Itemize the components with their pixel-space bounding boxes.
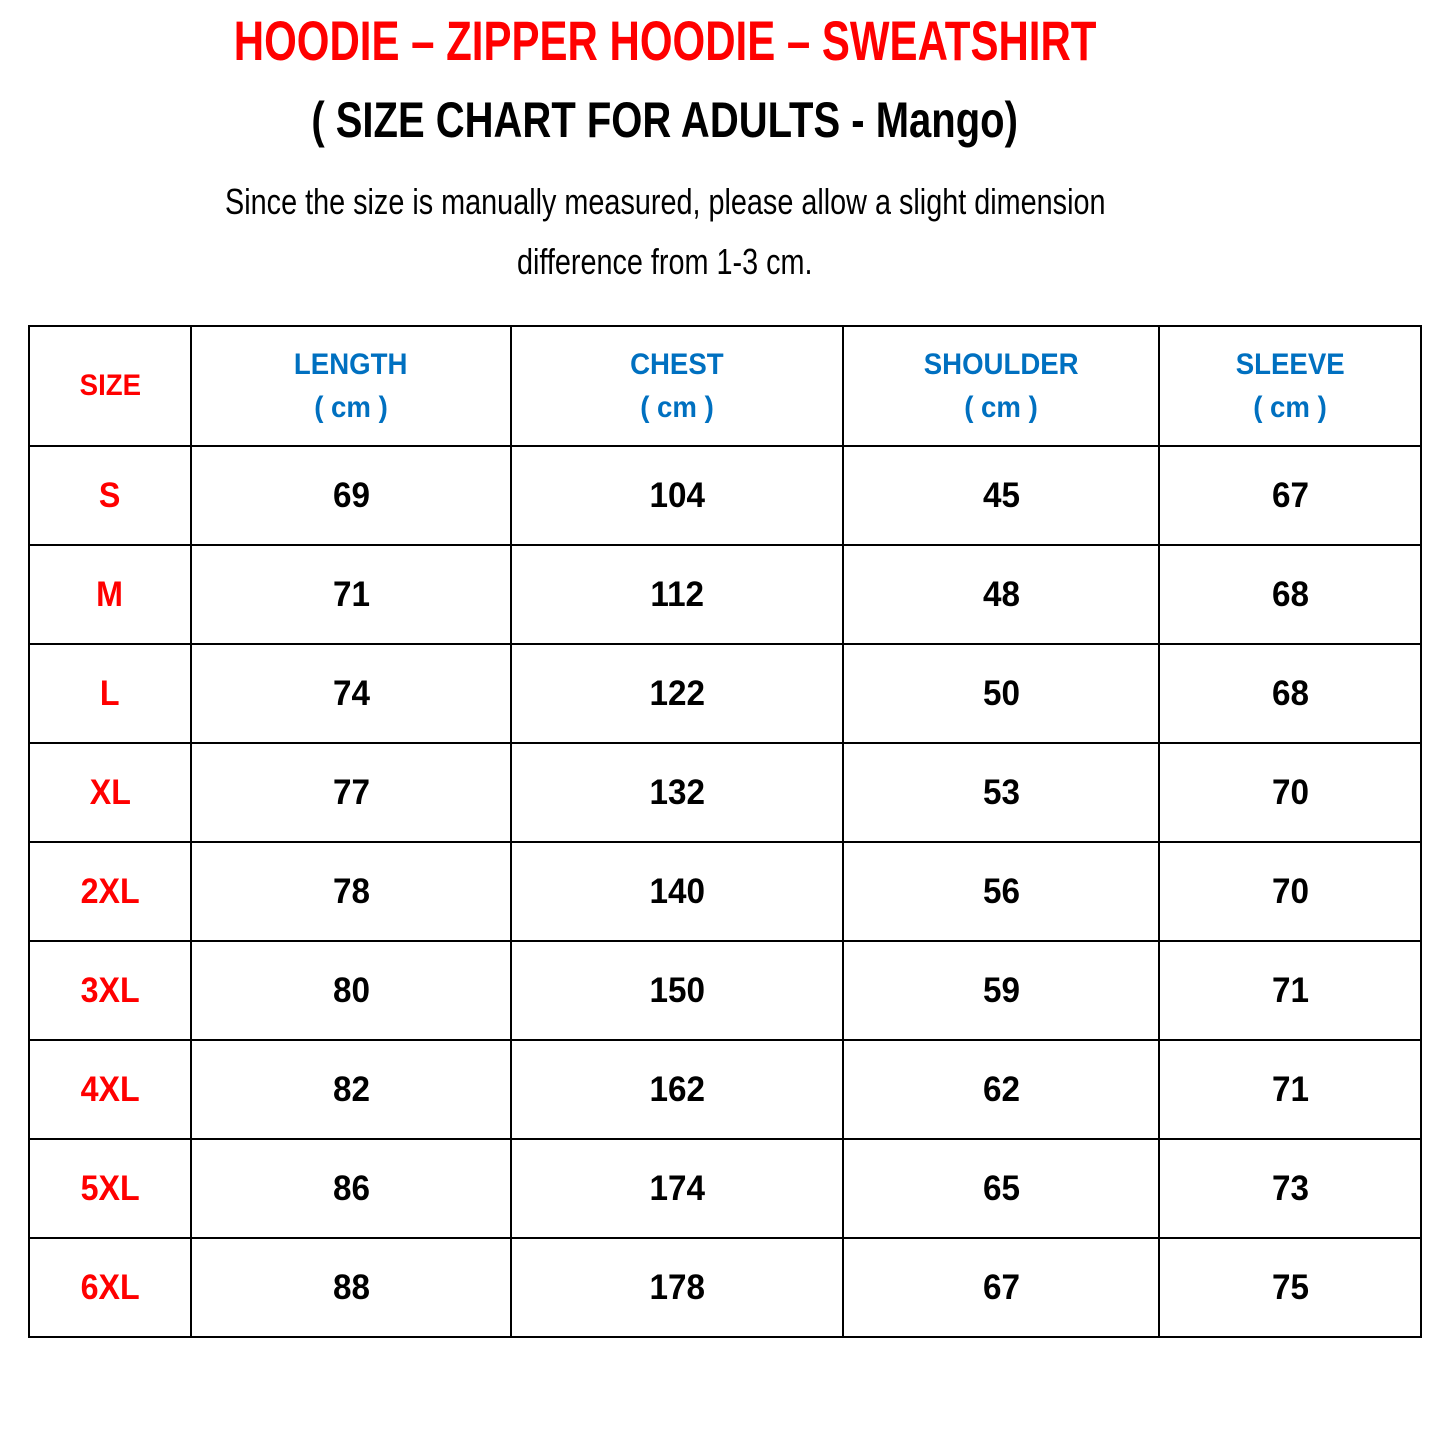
length-value-cell: 71 bbox=[190, 544, 512, 645]
size-label-cell: M bbox=[28, 544, 192, 645]
table-row: 3XL 80 150 59 71 bbox=[28, 940, 1422, 1041]
size-chart-table: SIZE LENGTH ( cm ) CHEST ( cm ) SHOULDER… bbox=[28, 325, 1422, 1338]
chest-value-cell: 122 bbox=[510, 643, 844, 744]
sleeve-value-cell: 75 bbox=[1158, 1237, 1422, 1338]
table-row: 5XL 86 174 65 73 bbox=[28, 1138, 1422, 1239]
shoulder-value-cell: 50 bbox=[842, 643, 1160, 744]
page-subtitle: ( SIZE CHART FOR ADULTS - Mango) bbox=[0, 92, 1330, 148]
table-row: 4XL 82 162 62 71 bbox=[28, 1039, 1422, 1140]
page-subtitle-text: ( SIZE CHART FOR ADULTS - Mango) bbox=[311, 92, 1019, 148]
sleeve-value-cell: 67 bbox=[1158, 445, 1422, 546]
shoulder-value-cell: 62 bbox=[842, 1039, 1160, 1140]
shoulder-value-cell: 56 bbox=[842, 841, 1160, 942]
length-value-cell: 88 bbox=[190, 1237, 512, 1338]
size-label-cell: L bbox=[28, 643, 192, 744]
size-label-cell: 5XL bbox=[28, 1138, 192, 1239]
size-column-header: SIZE bbox=[28, 325, 192, 447]
table-row: XL 77 132 53 70 bbox=[28, 742, 1422, 843]
table-header-row: SIZE LENGTH ( cm ) CHEST ( cm ) SHOULDER… bbox=[28, 325, 1422, 447]
sleeve-column-header: SLEEVE ( cm ) bbox=[1158, 325, 1422, 447]
length-value-cell: 80 bbox=[190, 940, 512, 1041]
sleeve-value-cell: 68 bbox=[1158, 643, 1422, 744]
sleeve-value-cell: 68 bbox=[1158, 544, 1422, 645]
table-row: 6XL 88 178 67 75 bbox=[28, 1237, 1422, 1338]
shoulder-value-cell: 45 bbox=[842, 445, 1160, 546]
length-value-cell: 77 bbox=[190, 742, 512, 843]
length-value-cell: 86 bbox=[190, 1138, 512, 1239]
table-row: M 71 112 48 68 bbox=[28, 544, 1422, 645]
size-label-cell: XL bbox=[28, 742, 192, 843]
chest-value-cell: 104 bbox=[510, 445, 844, 546]
shoulder-value-cell: 59 bbox=[842, 940, 1160, 1041]
chest-value-cell: 112 bbox=[510, 544, 844, 645]
sleeve-value-cell: 71 bbox=[1158, 1039, 1422, 1140]
sleeve-value-cell: 71 bbox=[1158, 940, 1422, 1041]
chest-value-cell: 150 bbox=[510, 940, 844, 1041]
size-label-cell: 4XL bbox=[28, 1039, 192, 1140]
chest-column-header: CHEST ( cm ) bbox=[510, 325, 844, 447]
length-value-cell: 69 bbox=[190, 445, 512, 546]
size-label-cell: 6XL bbox=[28, 1237, 192, 1338]
page-title: HOODIE – ZIPPER HOODIE – SWEATSHIRT bbox=[0, 10, 1330, 72]
sleeve-value-cell: 70 bbox=[1158, 742, 1422, 843]
table-row: 2XL 78 140 56 70 bbox=[28, 841, 1422, 942]
chest-value-cell: 140 bbox=[510, 841, 844, 942]
measurement-note-line-2: difference from 1-3 cm. bbox=[517, 241, 813, 282]
shoulder-value-cell: 67 bbox=[842, 1237, 1160, 1338]
table-row: S 69 104 45 67 bbox=[28, 445, 1422, 546]
page-title-text: HOODIE – ZIPPER HOODIE – SWEATSHIRT bbox=[233, 9, 1097, 72]
length-column-header: LENGTH ( cm ) bbox=[190, 325, 512, 447]
shoulder-value-cell: 65 bbox=[842, 1138, 1160, 1239]
shoulder-value-cell: 53 bbox=[842, 742, 1160, 843]
sleeve-value-cell: 70 bbox=[1158, 841, 1422, 942]
chest-value-cell: 178 bbox=[510, 1237, 844, 1338]
size-label-cell: 2XL bbox=[28, 841, 192, 942]
shoulder-column-header: SHOULDER ( cm ) bbox=[842, 325, 1160, 447]
length-value-cell: 74 bbox=[190, 643, 512, 744]
length-value-cell: 82 bbox=[190, 1039, 512, 1140]
size-label-cell: 3XL bbox=[28, 940, 192, 1041]
length-value-cell: 78 bbox=[190, 841, 512, 942]
sleeve-value-cell: 73 bbox=[1158, 1138, 1422, 1239]
table-row: L 74 122 50 68 bbox=[28, 643, 1422, 744]
chest-value-cell: 162 bbox=[510, 1039, 844, 1140]
chest-value-cell: 132 bbox=[510, 742, 844, 843]
size-label-cell: S bbox=[28, 445, 192, 546]
chest-value-cell: 174 bbox=[510, 1138, 844, 1239]
measurement-note-line-1: Since the size is manually measured, ple… bbox=[224, 181, 1106, 222]
shoulder-value-cell: 48 bbox=[842, 544, 1160, 645]
